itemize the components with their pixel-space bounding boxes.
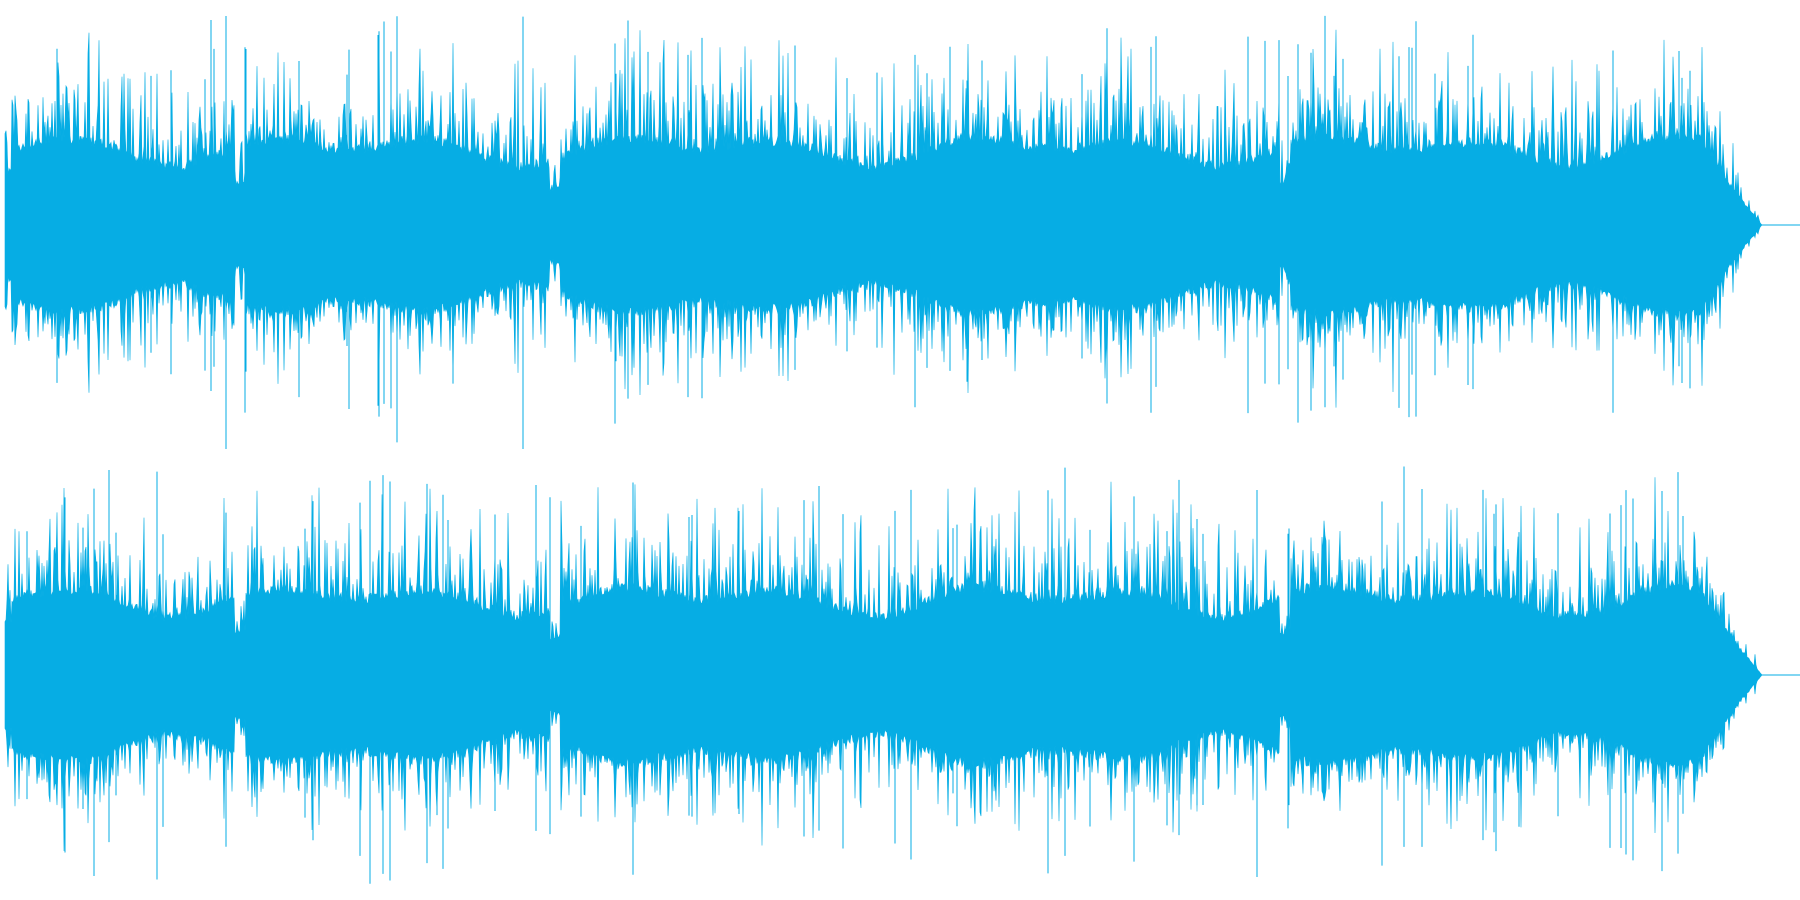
waveform-left-svg	[4, 15, 1800, 449]
waveform-body	[4, 477, 1763, 852]
waveform-body	[4, 29, 1763, 408]
waveform-channel-left	[4, 15, 1800, 449]
waveform-right-svg	[4, 466, 1800, 884]
waveform-channel-right	[0, 450, 1800, 900]
